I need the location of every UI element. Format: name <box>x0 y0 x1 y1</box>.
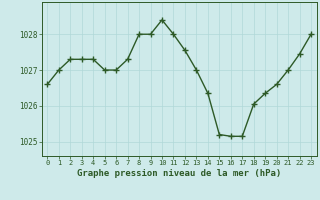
X-axis label: Graphe pression niveau de la mer (hPa): Graphe pression niveau de la mer (hPa) <box>77 169 281 178</box>
